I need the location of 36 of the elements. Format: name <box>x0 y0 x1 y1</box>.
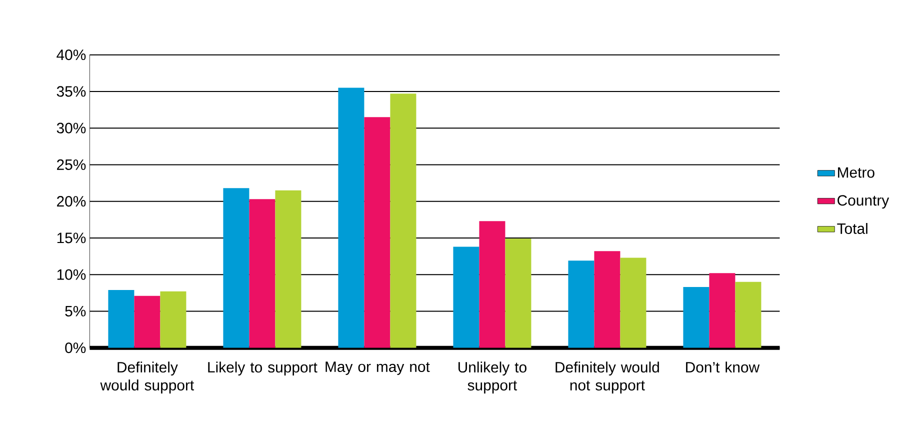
x-tick-label: Unlikely to support <box>458 362 526 394</box>
bar <box>275 190 302 348</box>
legend-label: Metro <box>838 167 874 178</box>
y-tick-label: 40% <box>56 50 86 60</box>
bar <box>134 296 160 348</box>
x-tick-label: Definitely would support <box>100 362 194 394</box>
x-tick-label: Definitely would not support <box>556 362 659 394</box>
bar <box>364 117 390 348</box>
bar <box>735 282 762 348</box>
legend-label: Total <box>837 222 868 234</box>
bar <box>108 290 134 348</box>
bar <box>453 246 480 348</box>
x-tick-label: Likely to support <box>208 362 318 376</box>
bar <box>479 221 506 348</box>
y-tick-label: 30% <box>56 122 86 134</box>
y-tick-label: 10% <box>57 269 86 280</box>
bar <box>683 287 710 348</box>
y-tick-label: 20% <box>57 196 86 207</box>
x-tick-label: May or may not <box>326 362 430 375</box>
bar <box>594 251 620 348</box>
y-tick-label: 5% <box>65 306 86 316</box>
y-tick-label: 15% <box>57 232 86 244</box>
y-tick-label: 25% <box>57 159 86 170</box>
bar <box>390 94 416 348</box>
legend-label: Country <box>838 195 890 209</box>
bar <box>338 88 364 348</box>
bar <box>620 258 646 348</box>
bar <box>160 291 186 348</box>
bar <box>709 273 736 348</box>
bar <box>249 199 276 348</box>
x-tick-label: Don’t know <box>686 362 760 373</box>
y-tick-label: 35% <box>56 86 86 97</box>
y-tick-label: 0% <box>65 342 86 354</box>
bar <box>223 188 250 348</box>
bar <box>568 260 594 348</box>
bar <box>505 238 532 348</box>
